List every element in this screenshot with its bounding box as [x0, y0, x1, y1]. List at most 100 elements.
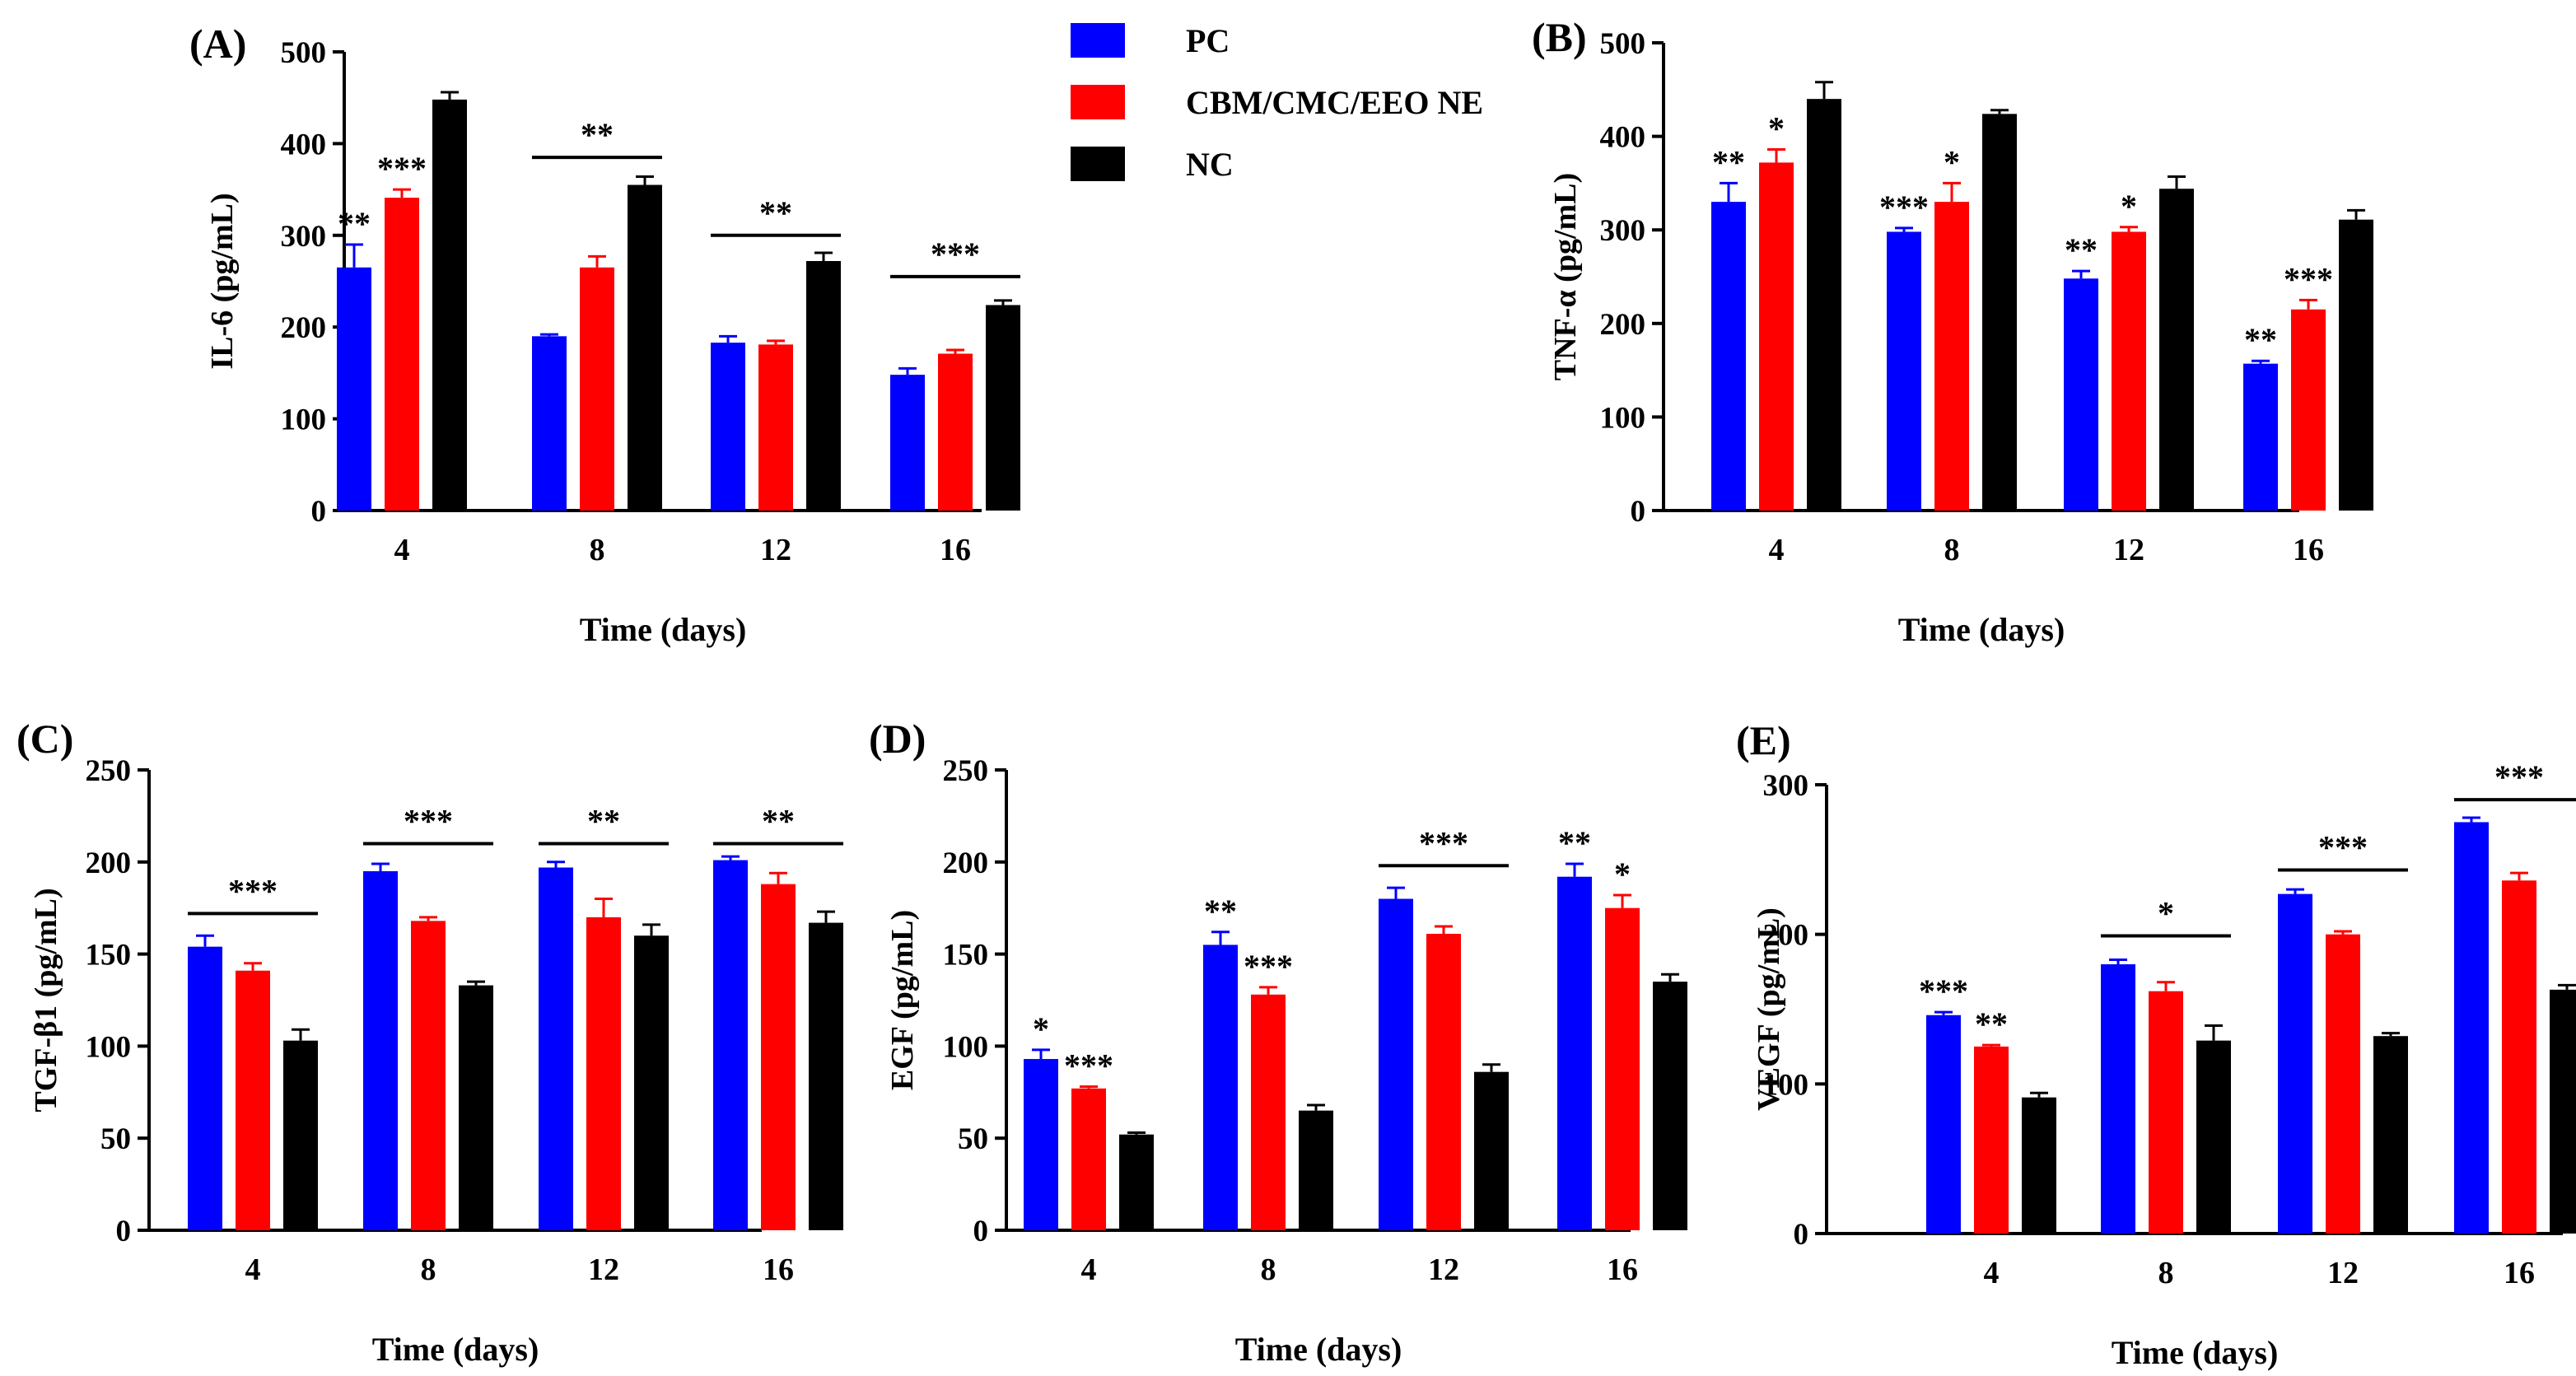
significance-label: *: [1033, 1010, 1049, 1047]
panel-label: (E): [1736, 717, 1791, 763]
bar-pc-day-4: [1711, 202, 1746, 511]
legend: PC CBM/CMC/EEO NE NC: [1071, 22, 1483, 183]
x-tick-label: 8: [2158, 1256, 2174, 1290]
bar-pc-day-12: [539, 867, 573, 1230]
x-tick-label: 4: [1984, 1256, 2000, 1290]
x-tick-label: 16: [1607, 1252, 1638, 1287]
significance-label: *: [1768, 110, 1785, 147]
bar-pc-day-4: [188, 946, 222, 1230]
bar-nc-day-12: [634, 935, 669, 1230]
bar-cbm-cmc-eeo-ne-day-4: [1759, 162, 1794, 511]
x-tick-label: 8: [1944, 533, 1960, 567]
bar-cbm-cmc-eeo-ne-day-16: [938, 353, 973, 511]
bar-nc-day-4: [1119, 1134, 1154, 1230]
bar-pc-day-8: [532, 336, 567, 511]
bar-pc-day-16: [713, 860, 748, 1230]
bar-cbm-cmc-eeo-ne-day-8: [2149, 991, 2183, 1234]
significance-label: **: [338, 205, 371, 242]
bar-pc-day-16: [1557, 876, 1592, 1230]
bar-nc-day-8: [1982, 114, 2017, 511]
legend-swatch-2: [1071, 147, 1125, 181]
y-tick-label: 200: [1600, 308, 1646, 342]
bar-cbm-cmc-eeo-ne-day-4: [1071, 1088, 1106, 1230]
bar-nc-day-16: [986, 305, 1020, 511]
significance-label: ***: [377, 150, 427, 187]
bracket-label: *: [2158, 894, 2174, 931]
panel-label: (B): [1532, 14, 1587, 60]
y-axis-title: IL-6 (pg/mL): [205, 193, 240, 369]
significance-label: ***: [1879, 189, 1929, 226]
bar-pc-day-8: [363, 870, 398, 1230]
x-axis-title: Time (days): [580, 611, 747, 648]
bar-cbm-cmc-eeo-ne-day-12: [758, 344, 793, 511]
bar-pc-day-12: [2064, 278, 2098, 511]
bar-cbm-cmc-eeo-ne-day-8: [580, 267, 614, 511]
bracket-label: **: [759, 194, 792, 231]
bar-pc-day-8: [1203, 945, 1238, 1230]
bar-nc-day-16: [2339, 219, 2373, 511]
x-axis-title: Time (days): [1898, 611, 2065, 648]
bracket-label: **: [581, 116, 614, 153]
y-tick-label: 200: [281, 311, 327, 345]
legend-label-1: CBM/CMC/EEO NE: [1186, 84, 1483, 121]
x-tick-label: 16: [763, 1252, 794, 1287]
x-tick-label: 16: [2504, 1256, 2535, 1290]
y-tick-label: 50: [958, 1122, 988, 1156]
bar-nc-day-12: [2159, 189, 2194, 511]
y-tick-label: 0: [1794, 1218, 1809, 1252]
bar-cbm-cmc-eeo-ne-day-4: [385, 198, 419, 511]
bar-cbm-cmc-eeo-ne-day-8: [1251, 994, 1286, 1230]
bar-pc-day-16: [890, 375, 925, 511]
y-tick-label: 500: [281, 36, 327, 70]
significance-label: ***: [2284, 260, 2333, 297]
panel-label: (C): [16, 716, 73, 762]
bar-nc-day-4: [2022, 1097, 2056, 1234]
x-tick-label: 16: [2293, 533, 2324, 567]
y-tick-label: 0: [116, 1215, 132, 1248]
y-tick-label: 150: [943, 939, 989, 973]
y-tick-label: 50: [100, 1122, 131, 1156]
significance-label: **: [1975, 1005, 2008, 1042]
bar-cbm-cmc-eeo-ne-day-16: [2291, 309, 2326, 511]
y-tick-label: 500: [1600, 27, 1646, 61]
bar-nc-day-4: [283, 1040, 318, 1230]
y-tick-label: 100: [1763, 1068, 1809, 1102]
y-tick-label: 250: [86, 754, 132, 788]
x-tick-label: 12: [2113, 533, 2144, 567]
significance-label: ***: [1064, 1047, 1113, 1084]
x-tick-label: 12: [588, 1252, 619, 1287]
x-tick-label: 8: [1261, 1252, 1276, 1287]
y-tick-label: 200: [86, 847, 132, 880]
y-tick-label: 200: [943, 847, 989, 880]
bar-pc-day-8: [2101, 964, 2135, 1234]
bar-nc-day-8: [2196, 1040, 2231, 1234]
bracket-label: **: [587, 802, 620, 839]
bar-cbm-cmc-eeo-ne-day-12: [1426, 934, 1461, 1230]
significance-label: ***: [1919, 973, 1968, 1010]
bar-pc-day-4: [337, 267, 371, 511]
bar-cbm-cmc-eeo-ne-day-12: [2112, 231, 2146, 511]
y-tick-label: 250: [943, 754, 989, 788]
y-tick-label: 400: [1600, 121, 1646, 155]
bracket-label: ***: [1419, 824, 1468, 861]
x-tick-label: 12: [1428, 1252, 1459, 1287]
bracket-label: ***: [2318, 829, 2368, 866]
y-tick-label: 100: [1600, 401, 1646, 435]
significance-label: **: [1204, 893, 1237, 930]
bar-nc-day-16: [2550, 989, 2576, 1234]
bar-cbm-cmc-eeo-ne-day-12: [2326, 934, 2360, 1234]
bar-nc-day-16: [809, 922, 843, 1230]
x-tick-label: 16: [940, 533, 971, 567]
significance-label: *: [2121, 188, 2137, 225]
significance-label: **: [2244, 321, 2277, 358]
significance-label: **: [1558, 824, 1591, 861]
bar-nc-day-8: [459, 985, 493, 1230]
bar-pc-day-4: [1926, 1015, 1961, 1234]
x-tick-label: 8: [421, 1252, 436, 1287]
bar-cbm-cmc-eeo-ne-day-16: [1605, 907, 1640, 1230]
y-tick-label: 300: [281, 220, 327, 254]
bar-pc-day-4: [1024, 1059, 1058, 1230]
x-tick-label: 12: [2327, 1256, 2359, 1290]
legend-label-0: PC: [1186, 22, 1230, 59]
